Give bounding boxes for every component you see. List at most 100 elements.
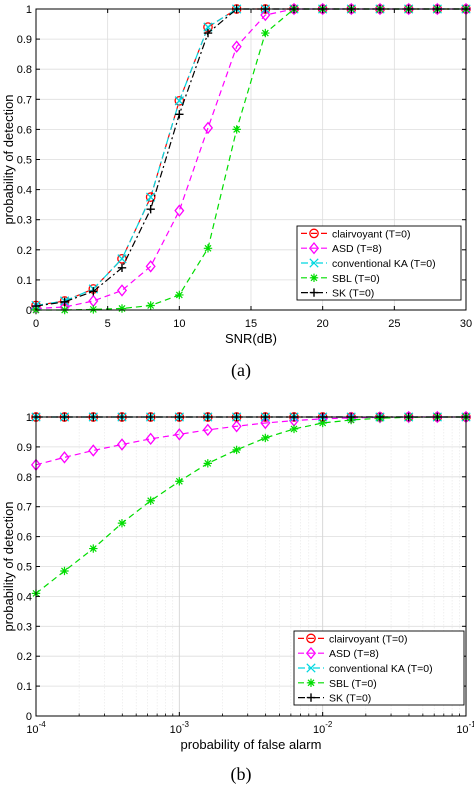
x-tick-label: 5: [105, 318, 111, 330]
x-tick-label: 15: [245, 318, 257, 330]
data-point: [203, 22, 213, 32]
y-tick-label: 0.8: [17, 472, 32, 484]
y-tick-label: 0: [26, 305, 32, 317]
data-point: [88, 444, 99, 457]
legend-label: SBL (T=0): [329, 678, 377, 690]
legend-label: ASD (T=8): [329, 648, 379, 660]
y-tick-label: 0.6: [17, 532, 32, 544]
y-tick-label: 0.9: [17, 442, 32, 454]
legend-entry: clairvoyant (T=0): [301, 228, 410, 240]
legend-entry: SK (T=0): [301, 288, 374, 300]
y-tick-label: 0.5: [17, 155, 32, 167]
legend-label: clairvoyant (T=0): [329, 633, 407, 645]
legend-label: clairvoyant (T=0): [332, 228, 410, 240]
data-point: [261, 28, 270, 38]
y-tick-label: 0.1: [17, 275, 32, 287]
x-tick-label: 0: [33, 318, 39, 330]
data-point: [318, 418, 327, 428]
data-point: [203, 244, 213, 253]
legend-label: SK (T=0): [329, 693, 371, 705]
data-point: [260, 416, 271, 430]
legend-box: [293, 630, 465, 706]
data-point: [175, 290, 184, 300]
legend-entry: ASD (T=8): [298, 646, 379, 660]
y-tick-label: 0.6: [17, 124, 32, 136]
legend-box: [296, 225, 462, 301]
data-point: [89, 305, 98, 314]
data-point: [174, 96, 184, 106]
y-tick-label: 0.4: [17, 185, 32, 197]
y-tick-label: 1: [26, 4, 32, 16]
legend-marker: [305, 646, 317, 660]
x-tick-label: 10: [173, 318, 185, 330]
legend-label: SBL (T=0): [332, 273, 380, 285]
legend-label: conventional KA (T=0): [329, 663, 433, 675]
data-point: [231, 40, 242, 53]
figure-caption: (a): [231, 360, 251, 381]
data-point: [145, 260, 156, 273]
y-tick-label: 0.9: [17, 34, 32, 46]
data-point: [288, 2, 300, 16]
data-point: [432, 410, 443, 424]
x-tick-label: 10-1: [456, 720, 474, 736]
x-tick-label: 20: [317, 318, 329, 330]
legend-label: conventional KA (T=0): [332, 258, 436, 270]
y-axis-label: probability of detection: [1, 94, 16, 224]
data-point: [289, 424, 299, 434]
legend-marker: [306, 678, 316, 687]
data-point: [117, 254, 127, 264]
data-point: [89, 544, 98, 553]
data-point: [89, 287, 98, 296]
y-tick-label: 0.4: [17, 591, 32, 603]
data-point: [403, 2, 414, 16]
data-point: [117, 263, 127, 273]
chart-b: 0 0.1 0.2 0.3 0.4 0.5 0.6 0.7 0.8 0.9 1 10-4 10-3 10-…: [1, 410, 474, 785]
y-tick-label: 0.1: [17, 681, 32, 693]
legend: clairvoyant (T=0) ASD (T=8) conventional K…: [293, 630, 465, 706]
y-tick-label: 0.7: [17, 502, 32, 514]
data-point: [116, 284, 128, 297]
y-tick-label: 0.2: [17, 651, 32, 663]
chart-a: 00.10.20.30.40.50.60.70.80.910 5 10 15 20 25 3…: [1, 2, 472, 381]
legend-marker: [309, 273, 319, 282]
x-tick-label: 30: [460, 318, 472, 330]
legend-marker: [308, 241, 320, 255]
data-point: [432, 2, 443, 16]
legend: clairvoyant (T=0) ASD (T=8) conventional K…: [296, 225, 462, 301]
y-tick-label: 0.8: [17, 64, 32, 76]
data-point: [261, 433, 270, 443]
legend-entry: conventional KA (T=0): [301, 258, 436, 270]
legend-label: ASD (T=8): [332, 243, 382, 255]
figure-caption: (b): [231, 764, 252, 785]
legend-entry: SBL (T=0): [301, 273, 380, 285]
legend-entry: clairvoyant (T=0): [298, 633, 407, 645]
data-point: [117, 304, 127, 313]
legend-entry: SK (T=0): [298, 693, 371, 705]
x-tick-label: 25: [388, 318, 400, 330]
data-point: [60, 297, 69, 307]
data-point: [203, 28, 213, 38]
legend-entry: ASD (T=8): [301, 241, 382, 255]
y-tick-label: 0.5: [17, 562, 32, 574]
data-point: [232, 125, 241, 134]
y-tick-label: 0.2: [17, 245, 32, 257]
data-point: [231, 420, 242, 433]
data-point: [146, 496, 155, 505]
y-tick-label: 0.3: [17, 215, 32, 227]
legend-marker: [306, 633, 316, 644]
data-point: [175, 477, 184, 486]
legend-marker: [306, 693, 316, 702]
data-point: [203, 459, 213, 468]
data-point: [202, 423, 213, 437]
y-axis-label: probability of detection: [1, 501, 16, 631]
legend-label: SK (T=0): [332, 288, 374, 300]
data-point: [346, 2, 357, 16]
data-point: [60, 566, 69, 576]
data-point: [145, 192, 156, 202]
data-point: [146, 301, 155, 310]
x-axis-label: probability of false alarm: [181, 737, 322, 752]
y-tick-label: 0.3: [17, 621, 32, 633]
y-tick-label: 0: [26, 711, 32, 723]
data-point: [146, 204, 155, 214]
